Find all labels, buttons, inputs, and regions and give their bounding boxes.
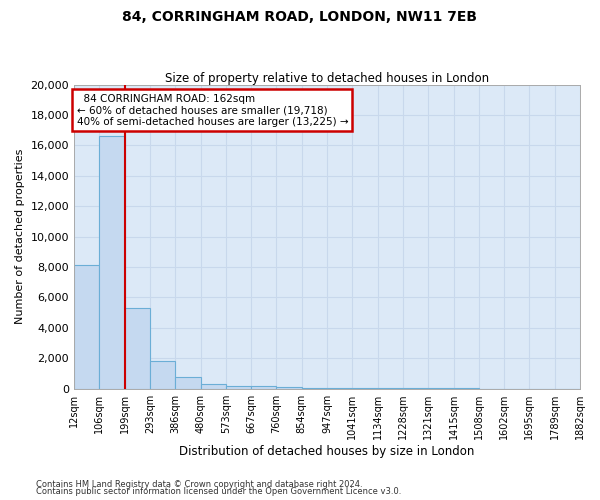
Bar [200, 384, 226, 388]
Text: 84 CORRINGHAM ROAD: 162sqm  
← 60% of detached houses are smaller (19,718)
40% o: 84 CORRINGHAM ROAD: 162sqm ← 60% of deta… [77, 94, 348, 127]
Bar [175, 377, 200, 388]
Y-axis label: Number of detached properties: Number of detached properties [15, 149, 25, 324]
Text: Contains HM Land Registry data © Crown copyright and database right 2024.: Contains HM Land Registry data © Crown c… [36, 480, 362, 489]
Text: Contains public sector information licensed under the Open Government Licence v3: Contains public sector information licen… [36, 488, 401, 496]
Bar [100, 136, 125, 388]
Bar [125, 308, 150, 388]
Bar [251, 386, 277, 388]
Bar [150, 361, 175, 388]
Bar [226, 386, 251, 388]
Bar [74, 264, 100, 388]
Bar [277, 387, 302, 388]
X-axis label: Distribution of detached houses by size in London: Distribution of detached houses by size … [179, 444, 475, 458]
Text: 84, CORRINGHAM ROAD, LONDON, NW11 7EB: 84, CORRINGHAM ROAD, LONDON, NW11 7EB [122, 10, 478, 24]
Title: Size of property relative to detached houses in London: Size of property relative to detached ho… [165, 72, 489, 85]
